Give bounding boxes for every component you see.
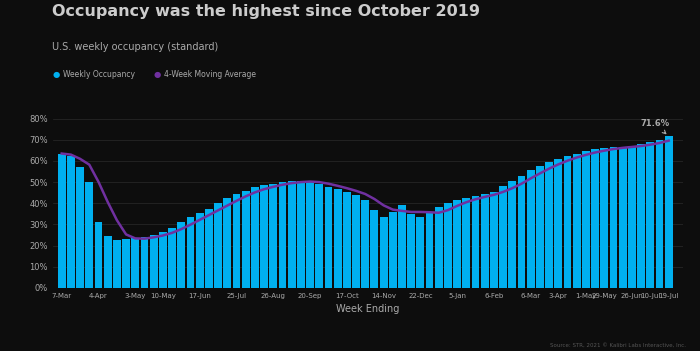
Bar bbox=[297, 181, 304, 288]
Bar bbox=[628, 146, 636, 288]
Bar bbox=[573, 153, 580, 288]
Bar bbox=[472, 196, 480, 288]
Bar bbox=[270, 184, 277, 288]
Bar bbox=[241, 191, 249, 288]
Bar bbox=[481, 194, 489, 288]
X-axis label: Week Ending: Week Ending bbox=[336, 304, 399, 314]
Text: 71.6%: 71.6% bbox=[640, 119, 669, 134]
Bar bbox=[444, 203, 452, 288]
Bar bbox=[416, 217, 424, 288]
Text: 4-Week Moving Average: 4-Week Moving Average bbox=[164, 70, 256, 79]
Bar bbox=[132, 238, 139, 288]
Text: U.S. weekly occupancy (standard): U.S. weekly occupancy (standard) bbox=[52, 42, 218, 52]
Bar bbox=[67, 155, 75, 288]
Text: ●: ● bbox=[52, 70, 60, 79]
Bar bbox=[619, 147, 626, 288]
Bar bbox=[582, 151, 590, 288]
Bar bbox=[536, 166, 544, 288]
Bar bbox=[168, 227, 176, 288]
Bar bbox=[141, 237, 148, 288]
Bar bbox=[186, 217, 195, 288]
Bar bbox=[610, 147, 617, 288]
Bar bbox=[592, 149, 599, 288]
Bar bbox=[315, 184, 323, 288]
Bar bbox=[601, 148, 608, 288]
Bar bbox=[159, 232, 167, 288]
Bar bbox=[343, 192, 351, 288]
Bar bbox=[122, 239, 130, 288]
Bar bbox=[306, 182, 314, 288]
Bar bbox=[251, 187, 259, 288]
Bar bbox=[499, 186, 507, 288]
Bar bbox=[85, 182, 93, 288]
Bar bbox=[389, 212, 397, 288]
Bar bbox=[508, 181, 517, 288]
Text: Occupancy was the highest since October 2019: Occupancy was the highest since October … bbox=[52, 4, 480, 19]
Text: ●: ● bbox=[154, 70, 161, 79]
Bar bbox=[454, 200, 461, 288]
Bar bbox=[379, 217, 388, 288]
Bar bbox=[260, 185, 268, 288]
Bar bbox=[352, 195, 360, 288]
Bar bbox=[58, 153, 66, 288]
Bar bbox=[104, 236, 111, 288]
Bar bbox=[435, 207, 442, 288]
Bar bbox=[665, 137, 673, 288]
Bar bbox=[334, 190, 342, 288]
Bar bbox=[637, 145, 645, 288]
Bar bbox=[94, 222, 102, 288]
Text: Weekly Occupancy: Weekly Occupancy bbox=[63, 70, 135, 79]
Bar bbox=[517, 176, 526, 288]
Bar bbox=[232, 194, 240, 288]
Bar bbox=[325, 187, 332, 288]
Bar bbox=[113, 240, 121, 288]
Bar bbox=[223, 198, 231, 288]
Bar bbox=[370, 210, 378, 288]
Bar bbox=[545, 162, 553, 288]
Bar bbox=[177, 222, 186, 288]
Bar bbox=[150, 235, 158, 288]
Bar bbox=[398, 205, 406, 288]
Bar bbox=[214, 203, 222, 288]
Bar bbox=[527, 171, 535, 288]
Bar bbox=[554, 159, 562, 288]
Bar bbox=[279, 182, 286, 288]
Bar bbox=[76, 167, 84, 288]
Bar bbox=[490, 192, 498, 288]
Bar bbox=[196, 213, 204, 288]
Bar bbox=[463, 198, 470, 288]
Bar bbox=[288, 181, 295, 288]
Bar bbox=[656, 140, 664, 288]
Text: Source: STR, 2021 © Kalibri Labs Interactive, Inc.: Source: STR, 2021 © Kalibri Labs Interac… bbox=[550, 343, 686, 347]
Bar bbox=[564, 155, 571, 288]
Bar bbox=[426, 213, 433, 288]
Bar bbox=[407, 214, 415, 288]
Bar bbox=[646, 142, 654, 288]
Bar bbox=[361, 200, 369, 288]
Bar bbox=[205, 208, 213, 288]
